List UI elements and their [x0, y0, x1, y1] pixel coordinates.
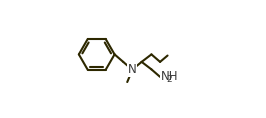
Text: NH: NH [161, 70, 178, 83]
Text: N: N [127, 63, 136, 76]
Text: 2: 2 [166, 75, 172, 84]
